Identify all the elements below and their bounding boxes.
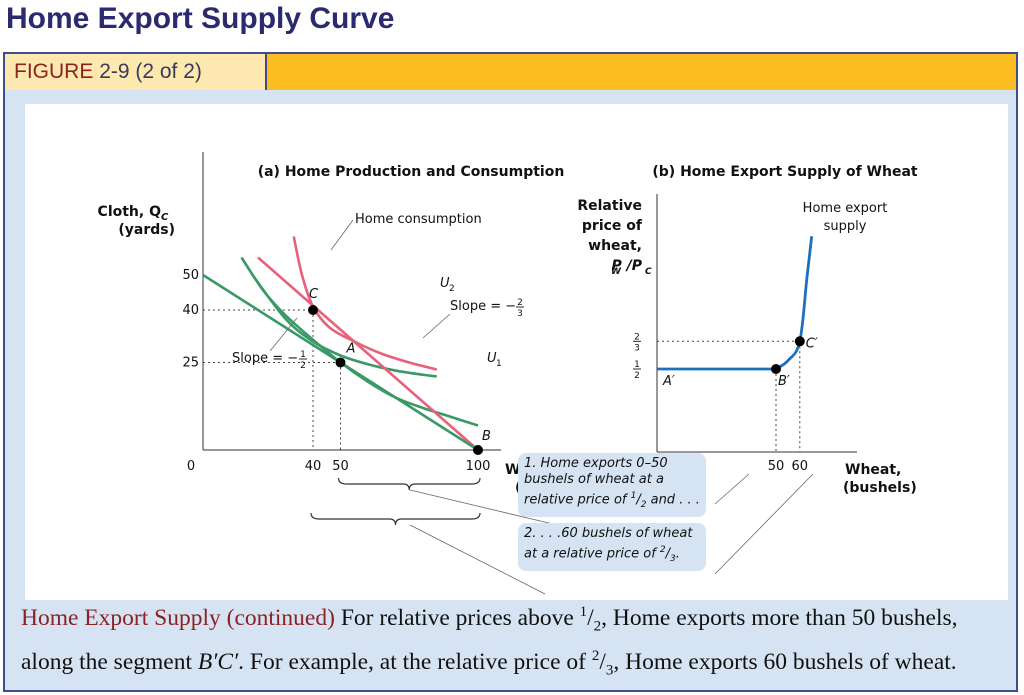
a-label-home-consumption: Home consumption: [355, 212, 482, 227]
caption-frac1-num: 1: [579, 604, 588, 620]
b-chart-title: (b) Home Export Supply of Wheat: [652, 164, 918, 180]
a-label-u2-sub: 2: [449, 284, 455, 294]
a-leader-slope-home: [269, 317, 298, 352]
a-brace-40-100: [310, 512, 481, 526]
b-curve-label-1: Home export: [803, 201, 888, 216]
caption-frac2-den: 3: [605, 662, 614, 679]
a-series-price_line_home: [257, 256, 479, 451]
note1-frac-den: 2: [640, 499, 647, 510]
b-x-tick-60: 60: [792, 459, 809, 474]
note1-line1: 1. Home exports 0–50: [524, 456, 668, 471]
a-ylabel-sub: C: [161, 212, 169, 223]
b-ylabel-sub-w: W: [611, 267, 622, 277]
figure-panel: (a) Home Production and Consumption Cloth…: [25, 104, 1008, 600]
a-ylabel-line2: (yards): [118, 222, 175, 238]
b-point-label-b: B′: [778, 374, 790, 389]
caption-text-4: , Home exports 60 bushels of wheat.: [613, 648, 957, 675]
a-point-B: [473, 445, 483, 455]
b-y-tick-1-2-num: 1: [634, 360, 640, 370]
a-leader-brace1: [409, 489, 554, 525]
a-chart-title: (a) Home Production and Consumption: [258, 164, 565, 180]
note1-line3b: and . . .: [646, 492, 700, 508]
note1-line3: relative price of 1/2 and . . .: [524, 491, 700, 510]
a-point-label-C: C: [309, 287, 319, 302]
note1-frac-num: 1: [630, 491, 637, 501]
page-title: Home Export Supply Curve: [6, 2, 395, 35]
a-point-C: [308, 305, 318, 315]
b-ylabel-line4: P /P: [611, 258, 642, 274]
a-leader-brace2: [409, 524, 546, 595]
a-point-label-A: A: [346, 342, 356, 357]
figure-header-bar: FIGURE 2-9 (2 of 2): [5, 54, 1016, 90]
a-slope-home-frac-num: 1: [300, 350, 306, 360]
annotation-note-2: 2. . . .60 bushels of wheat at a relativ…: [518, 523, 706, 571]
note2-line2a: at a relative price of: [524, 546, 660, 562]
b-y-tick-1-2-den: 2: [634, 371, 640, 381]
b-ylabel-line1: Relative: [577, 198, 642, 214]
note2-line2b: .: [675, 546, 680, 562]
b-point-label-c: C′: [806, 336, 818, 351]
a-point-label-B: B: [482, 429, 491, 444]
note2-line2: at a relative price of 2/3.: [524, 545, 680, 564]
a-y-tick-25: 25: [182, 356, 199, 371]
a-x-tick-40: 40: [305, 459, 322, 474]
a-x-tick-50: 50: [332, 459, 349, 474]
a-ylabel-line1: Cloth, Q: [98, 204, 162, 220]
b-xlabel-line2: (bushels): [843, 480, 917, 496]
a-point-A: [335, 357, 346, 368]
a-slope-home-frac-den: 2: [300, 361, 306, 371]
a-x-tick-100: 100: [466, 459, 491, 474]
a-label-u1-sub: 1: [496, 359, 502, 369]
caption-text-2: , Home exports more than 50 bushels, alo…: [21, 604, 958, 675]
b-xlabel-line1: Wheat,: [845, 462, 901, 478]
caption-segment: B′C′: [197, 648, 239, 675]
b-leader-note1: [714, 473, 750, 505]
a-slope-world-frac-den: 3: [517, 309, 523, 319]
b-ylabel-line2: price of: [582, 218, 643, 234]
a-label-u2: U: [440, 276, 450, 291]
a-series-indifference_U1: [251, 274, 437, 378]
figure-caption: Home Export Supply (continued) For relat…: [21, 604, 958, 679]
b-y-tick-2-3-den: 3: [634, 343, 640, 353]
a-y-tick-50: 50: [182, 268, 199, 283]
a-label-u1: U: [487, 351, 497, 366]
figure-number: 2-9 (2 of 2): [99, 60, 202, 83]
note2-frac-den: 3: [670, 553, 676, 564]
a-leader-home-consumption: [330, 219, 354, 251]
b-x-tick-50: 50: [768, 459, 785, 474]
figure-frame: FIGURE 2-9 (2 of 2) (a) Home Production …: [3, 52, 1018, 692]
b-point-c: [794, 336, 805, 347]
a-leader-slope-world: [422, 313, 451, 339]
caption-frac1-den: 2: [593, 618, 602, 635]
caption-title: Home Export Supply (continued): [21, 604, 335, 631]
caption-frac2-num: 2: [591, 647, 600, 664]
b-point-b: [771, 364, 781, 374]
note1-line2: bushels of wheat at a: [524, 472, 664, 487]
b-curve-label-2: supply: [824, 219, 867, 234]
a-series-indifference_U2: [292, 236, 438, 371]
a-y-tick-40: 40: [182, 303, 199, 318]
a-label-slope-world: Slope = −: [450, 299, 516, 314]
note2-frac-num: 2: [659, 545, 666, 555]
a-slope-world-frac-num: 2: [517, 298, 523, 308]
note1-line3a: relative price of: [524, 492, 631, 508]
annotation-note-1: 1. Home exports 0–50 bushels of wheat at…: [518, 453, 706, 517]
chart-canvas: (a) Home Production and Consumption Cloth…: [98, 152, 918, 595]
a-brace-50-100: [337, 477, 481, 491]
b-ylabel-line3: wheat,: [588, 238, 642, 254]
figure-label-tab: FIGURE 2-9 (2 of 2): [5, 54, 267, 90]
b-y-tick-2-3-num: 2: [634, 332, 640, 342]
a-origin-label: 0: [187, 459, 195, 474]
b-ylabel-sub-c: C: [645, 267, 652, 277]
b-point-label-a: A′: [662, 374, 675, 389]
b-leader-note2: [714, 473, 814, 575]
caption-text-3: . For example, at the relative price of: [238, 648, 592, 675]
note2-line1: 2. . . .60 bushels of wheat: [524, 526, 693, 541]
figure-label: FIGURE: [14, 60, 94, 83]
a-label-slope-home: Slope = −: [232, 351, 298, 366]
caption-text-1: For relative prices above: [334, 604, 580, 631]
